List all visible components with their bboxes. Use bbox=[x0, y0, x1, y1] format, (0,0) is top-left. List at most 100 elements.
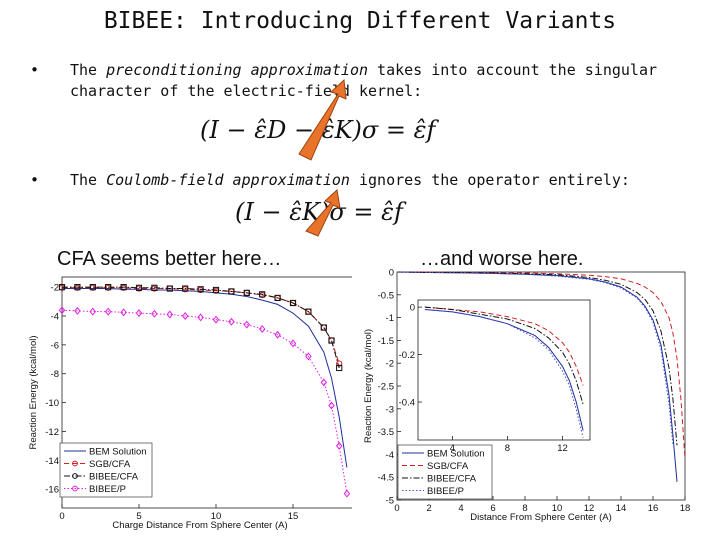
x-tick-label: 4 bbox=[450, 443, 455, 454]
y-tick-label: -3.5 bbox=[378, 427, 394, 438]
marker bbox=[58, 284, 66, 291]
marker bbox=[259, 291, 266, 298]
marker bbox=[74, 306, 81, 315]
marker bbox=[166, 285, 173, 292]
y-axis-label: Reaction Energy (kcal/mol) bbox=[363, 329, 374, 443]
series-line bbox=[424, 309, 584, 431]
x-tick-label: 16 bbox=[648, 503, 659, 514]
x-tick-label: 8 bbox=[522, 503, 527, 514]
marker bbox=[243, 320, 251, 329]
legend-label: BIBEE/P bbox=[89, 484, 126, 495]
y-tick-label: -4 bbox=[51, 311, 59, 322]
emphasis: Coulomb-field approximation bbox=[106, 171, 350, 189]
x-tick-label: 4 bbox=[458, 503, 463, 514]
x-axis-label: Charge Distance From Sphere Center (A) bbox=[112, 520, 287, 531]
legend-marker bbox=[72, 473, 78, 479]
marker bbox=[135, 309, 143, 318]
marker bbox=[166, 310, 174, 319]
marker bbox=[104, 307, 112, 316]
y-tick-label: -16 bbox=[45, 485, 59, 496]
y-tick-label: -14 bbox=[45, 456, 59, 467]
marker bbox=[289, 299, 297, 307]
x-tick-label: 0 bbox=[59, 511, 64, 522]
bullet-text: The preconditioning approximation takes … bbox=[70, 60, 680, 102]
marker bbox=[212, 286, 220, 294]
series-line bbox=[396, 271, 678, 446]
x-tick-label: 2 bbox=[426, 503, 431, 514]
y-tick-label: -4 bbox=[386, 450, 394, 461]
marker bbox=[328, 401, 335, 410]
series-line bbox=[424, 306, 584, 405]
y-tick-label: -2 bbox=[51, 283, 59, 294]
bullet-text: The Coulomb-field approximation ignores … bbox=[70, 170, 680, 191]
legend-label: BIBEE/CFA bbox=[89, 472, 139, 483]
y-tick-label: -5 bbox=[386, 496, 394, 507]
x-tick-label: 8 bbox=[505, 443, 510, 454]
y-tick-label: -2.5 bbox=[378, 382, 394, 393]
text: The bbox=[70, 61, 107, 79]
marker bbox=[335, 441, 343, 450]
inset-chart: 0 -0.2 -0.4 4 8 12 bbox=[399, 299, 591, 454]
x-tick-label: 15 bbox=[288, 511, 299, 522]
marker bbox=[274, 294, 281, 302]
legend-marker bbox=[72, 485, 78, 492]
x-tick-label: 6 bbox=[490, 503, 495, 514]
legend-label: SGB/CFA bbox=[427, 461, 469, 472]
marker bbox=[320, 378, 328, 387]
x-axis-label: Distance From Sphere Center (A) bbox=[470, 512, 612, 523]
y-tick-label: -0.4 bbox=[399, 398, 415, 409]
marker bbox=[197, 313, 204, 322]
y-tick-label: -10 bbox=[45, 398, 59, 409]
legend-label: BIBEE/CFA bbox=[427, 474, 477, 485]
marker bbox=[58, 306, 66, 315]
x-tick-label: 14 bbox=[616, 503, 627, 514]
y-axis-label: Reaction Energy (kcal/mol) bbox=[28, 335, 39, 449]
x-tick-label: 5 bbox=[136, 511, 141, 522]
marker bbox=[74, 284, 81, 291]
marker bbox=[89, 307, 97, 316]
y-tick-label: -1 bbox=[386, 313, 394, 324]
marker bbox=[151, 284, 158, 291]
y-tick-label: -0.2 bbox=[399, 350, 415, 361]
y-tick-label: 0 bbox=[389, 268, 394, 279]
marker bbox=[274, 330, 281, 339]
marker bbox=[228, 288, 235, 295]
marker bbox=[197, 286, 204, 293]
legend-label: BEM Solution bbox=[427, 449, 485, 460]
text: The bbox=[70, 171, 107, 189]
marker bbox=[328, 337, 335, 344]
bullet-dot: • bbox=[30, 171, 40, 189]
y-tick-label: -3 bbox=[386, 404, 394, 415]
emphasis: preconditioning approximation bbox=[106, 61, 369, 79]
marker bbox=[243, 289, 250, 296]
legend-marker bbox=[72, 460, 78, 467]
marker bbox=[258, 324, 266, 333]
y-tick-label: -2 bbox=[386, 359, 394, 370]
legend-label: BEM Solution bbox=[89, 447, 147, 458]
marker bbox=[120, 284, 127, 291]
marker bbox=[151, 309, 158, 318]
x-tick-label: 0 bbox=[394, 503, 399, 514]
bullet-dot: • bbox=[30, 61, 40, 79]
arrow bbox=[298, 78, 347, 161]
y-tick-label: -8 bbox=[51, 369, 59, 380]
marker bbox=[89, 284, 96, 291]
series-line bbox=[396, 271, 674, 446]
left-chart: -2 -4 -6 -8 -10 -12 -14 -16 0 5 10 15 20 Charge Dista… bbox=[28, 276, 352, 531]
marker bbox=[343, 489, 351, 498]
legend-label: BIBEE/P bbox=[427, 486, 464, 497]
marker bbox=[289, 339, 297, 348]
caption: CFA seems better here… bbox=[57, 248, 282, 270]
series-line bbox=[424, 306, 584, 386]
marker bbox=[320, 324, 327, 331]
legend-label: SGB/CFA bbox=[89, 459, 131, 470]
slide-title: BIBEE: Introducing Different Variants bbox=[103, 8, 617, 34]
marker bbox=[120, 308, 127, 317]
text: takes into account the singular characte… bbox=[70, 61, 658, 100]
x-tick-label: 12 bbox=[557, 443, 568, 454]
x-tick-label: 10 bbox=[552, 503, 563, 514]
x-tick-label: 18 bbox=[680, 503, 691, 514]
marker bbox=[135, 284, 143, 291]
marker bbox=[182, 285, 189, 292]
marker bbox=[305, 308, 312, 315]
